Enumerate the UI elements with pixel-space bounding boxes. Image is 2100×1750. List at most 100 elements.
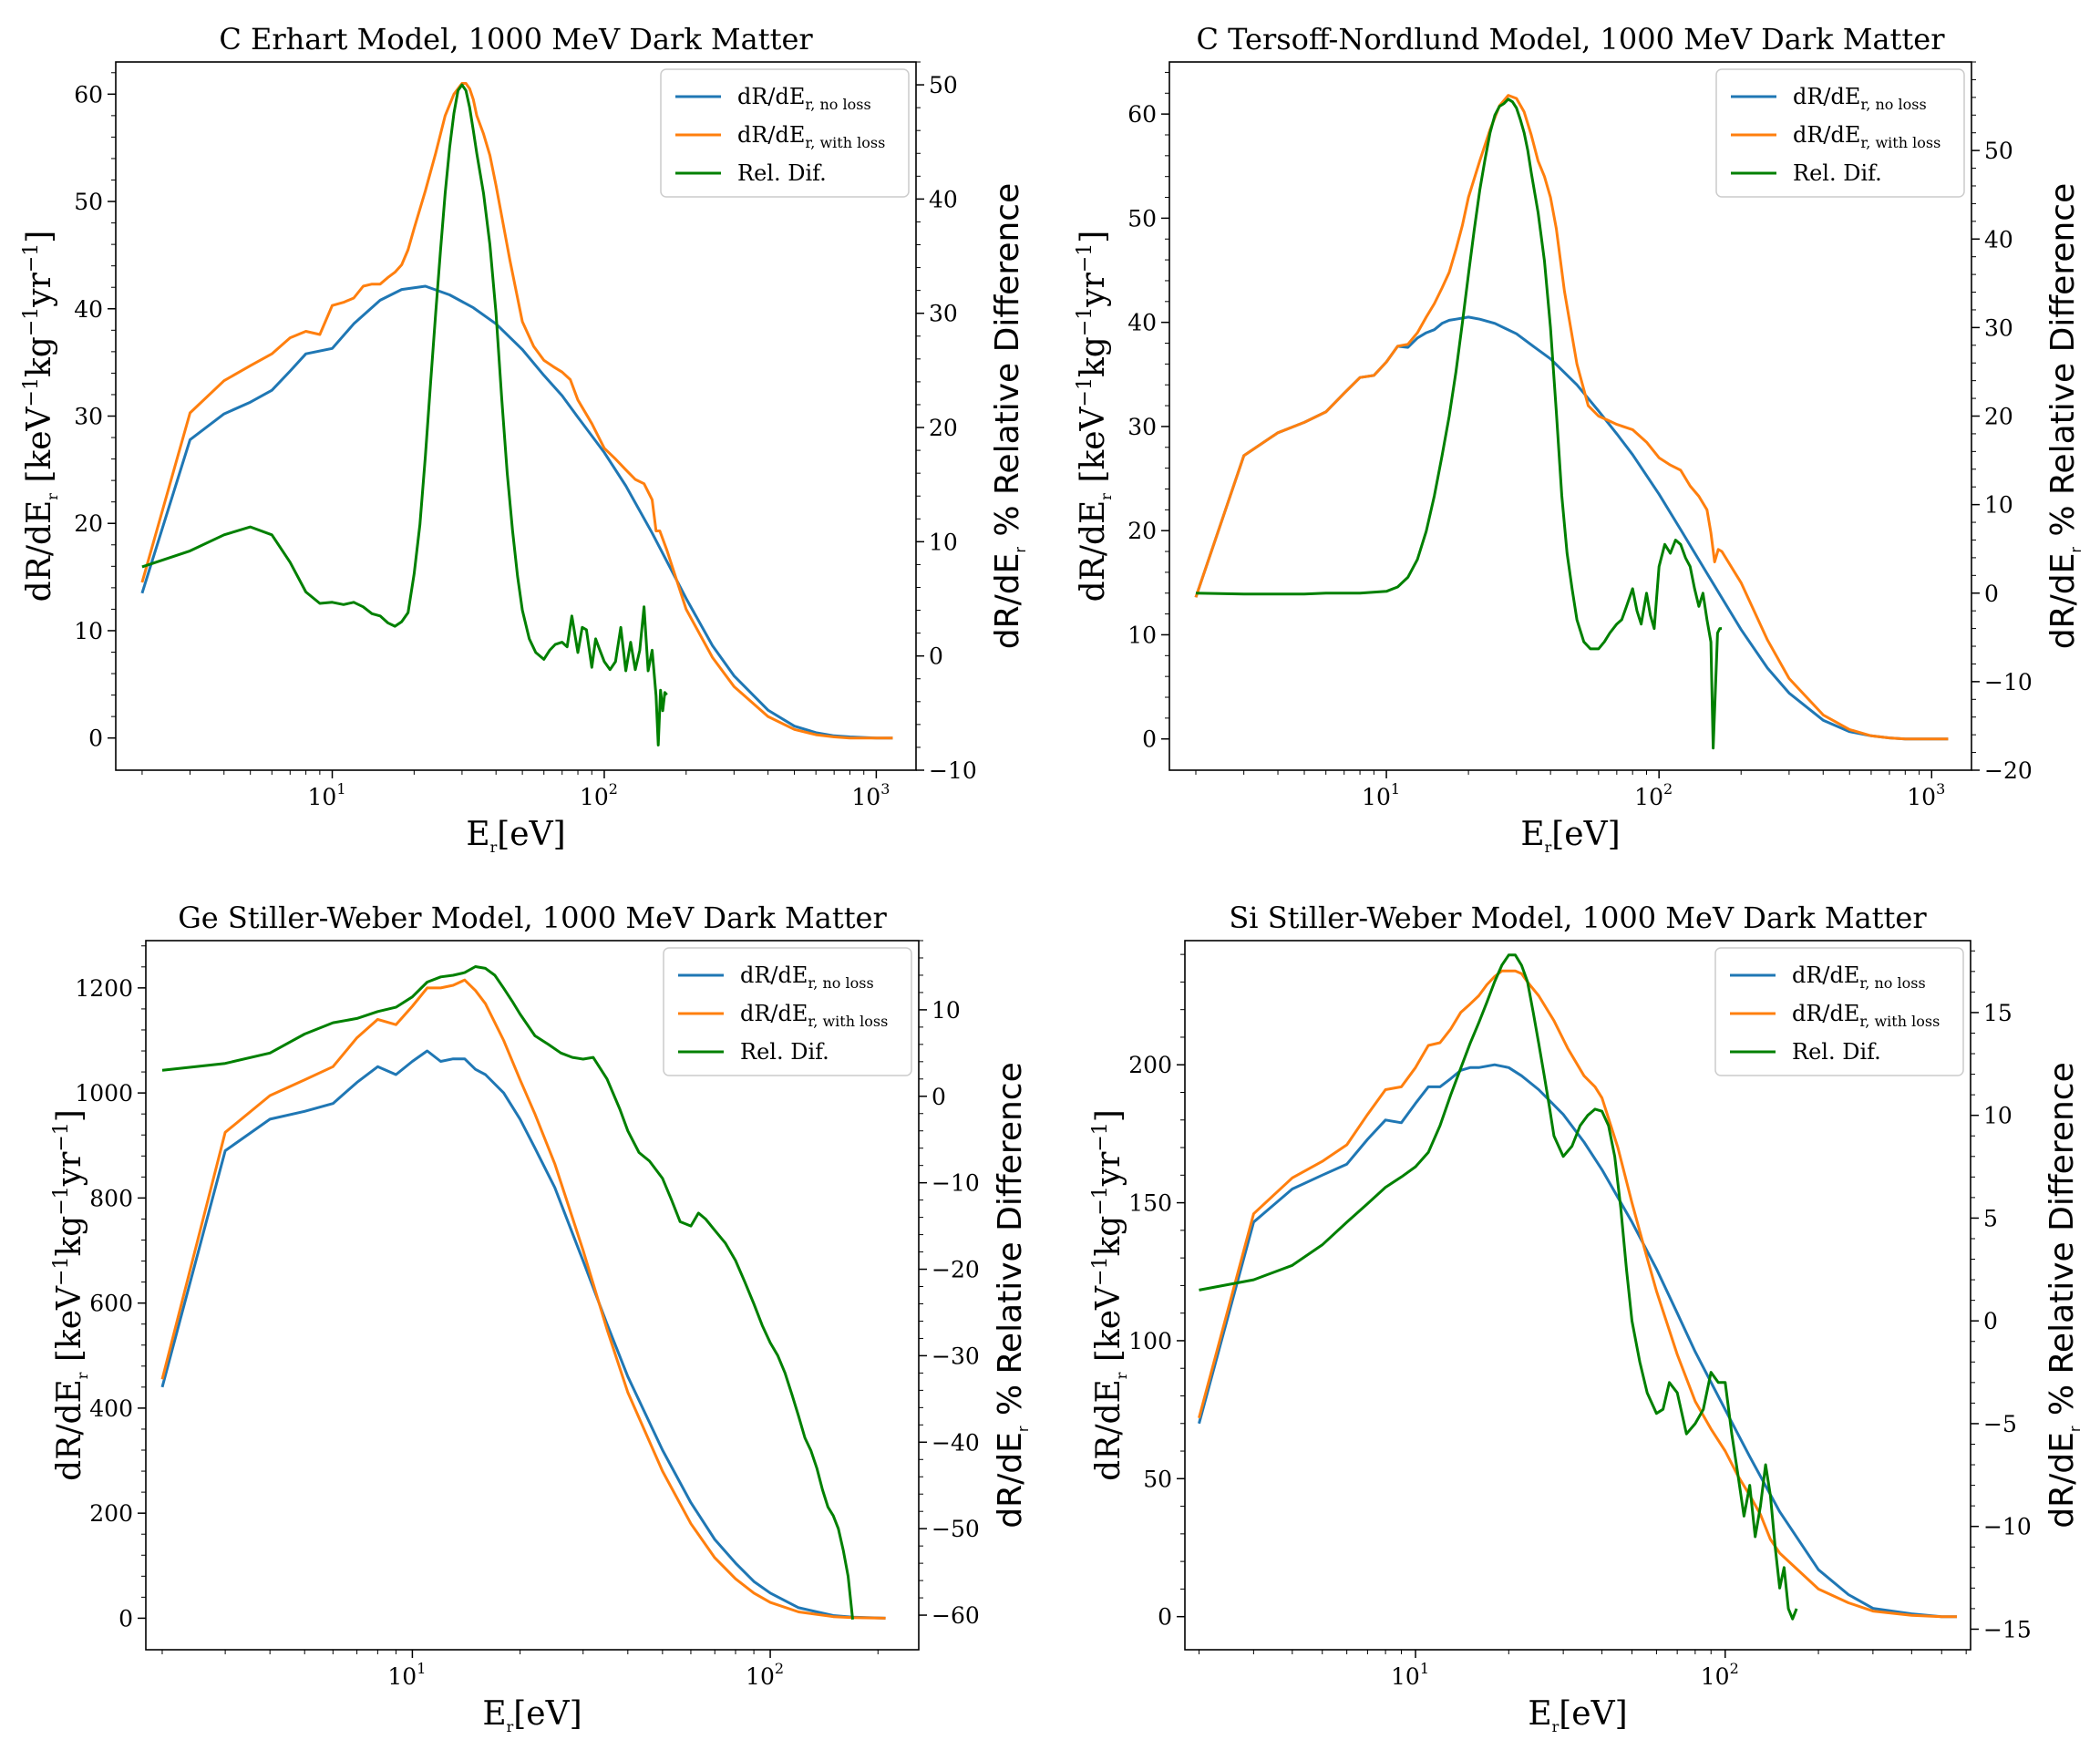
y-right-tick-label: 10 — [1984, 492, 2013, 519]
x-label-unit: [eV] — [1559, 1695, 1627, 1733]
chart-title: Si Stiller-Weber Model, 1000 MeV Dark Ma… — [1229, 901, 1927, 935]
x-tick-exp: 2 — [775, 1660, 784, 1677]
x-tick-base: 10 — [308, 784, 337, 810]
x-tick-exp: 1 — [1420, 1660, 1429, 1677]
series-rel-dif — [141, 83, 668, 746]
y-right-tick-label: 0 — [932, 1084, 946, 1110]
y-right-label-main: dR/dE — [992, 1432, 1029, 1529]
y-right-tick-label: 50 — [929, 72, 958, 98]
y-axis-label: dR/dEr [keV−1kg−1yr−1] — [50, 1109, 91, 1481]
y-right-tick-label: −10 — [932, 1170, 980, 1197]
x-label-sub: r — [1545, 839, 1552, 856]
y-right-tick-label: −20 — [932, 1257, 980, 1283]
y-right-tick-label: −5 — [1983, 1411, 2017, 1437]
x-tick-label: 101 — [387, 1660, 426, 1690]
legend-label-main: dR/dE — [737, 84, 805, 109]
y-tick-label: 10 — [1127, 622, 1157, 648]
y-right-tick-label: 5 — [1983, 1205, 1998, 1231]
y-label-unit: yr — [1075, 272, 1112, 307]
y-right-label-rest: % Relative Difference — [992, 1062, 1029, 1426]
y-label-unit: kg — [21, 336, 58, 377]
x-axis-label: Er[eV] — [466, 816, 565, 856]
y-label-exp: −1 — [1074, 377, 1096, 407]
legend-label-sub: r, with loss — [1859, 1013, 1940, 1030]
series-with-loss — [160, 978, 886, 1620]
y-label-exp: −1 — [50, 1186, 73, 1215]
y-axis-label: dR/dEr [keV−1kg−1yr−1] — [1089, 1109, 1130, 1481]
legend-label: dR/dEr, with loss — [1793, 122, 1940, 151]
y-tick-label: 0 — [118, 1605, 133, 1632]
y-label-exp: −1 — [1089, 1257, 1112, 1286]
y-right-tick-label: 30 — [1984, 314, 2013, 341]
y-tick-label: 50 — [1127, 205, 1157, 232]
legend-label-main: dR/dE — [1793, 84, 1860, 109]
y-right-tick-label: 20 — [929, 415, 958, 441]
legend-frame — [1715, 68, 1965, 198]
chart-title: C Tersoff-Nordlund Model, 1000 MeV Dark … — [1196, 22, 1945, 57]
y-tick-label: 20 — [1127, 518, 1157, 544]
legend-label-sub: r, no loss — [805, 96, 870, 113]
y-right-tick-label: 10 — [1983, 1103, 2012, 1129]
y-tick-label: 200 — [89, 1500, 133, 1527]
y-right-axis-label: dR/dEr % Relative Difference — [2043, 1062, 2084, 1528]
legend-label: dR/dEr, no loss — [737, 84, 871, 113]
x-tick-base: 10 — [1362, 784, 1391, 810]
y-tick-label: 200 — [1128, 1052, 1172, 1078]
y-right-label-sub: r — [2067, 547, 2085, 553]
legend-label-sub: r, with loss — [808, 1013, 888, 1030]
legend-label-main: dR/dE — [740, 962, 808, 988]
legend-label: dR/dEr, with loss — [740, 1001, 888, 1030]
y-label-main: dR/dE — [1075, 500, 1112, 602]
legend-label-sub: r, no loss — [1859, 974, 1925, 992]
y-label-unit: yr — [51, 1151, 88, 1187]
legend-label-main: dR/dE — [1792, 1001, 1859, 1026]
y-right-tick-label: 15 — [1983, 1000, 2012, 1026]
y-tick-label: 0 — [88, 726, 103, 752]
plot-frame — [1184, 940, 1971, 1651]
series-no-loss — [1194, 315, 1949, 741]
x-tick-exp: 2 — [609, 780, 618, 798]
y-label-unit: kg — [1075, 336, 1112, 377]
x-label-sub: r — [1552, 1718, 1560, 1735]
y-right-tick-label: −10 — [929, 757, 977, 784]
y-right-tick-label: −15 — [1983, 1616, 2032, 1642]
x-tick-exp: 2 — [1663, 780, 1673, 798]
y-label-unit: [keV — [21, 406, 58, 493]
y-tick-label: 400 — [89, 1395, 133, 1422]
x-label-main: E — [466, 816, 489, 853]
y-tick-label: 50 — [74, 189, 103, 215]
legend-label: Rel. Dif. — [737, 160, 827, 186]
y-label-unit: yr — [21, 272, 58, 307]
y-tick-label: 600 — [89, 1291, 133, 1317]
x-tick-label: 101 — [308, 780, 346, 810]
y-tick-label: 1000 — [75, 1080, 133, 1107]
y-right-tick-label: −10 — [1983, 1514, 2032, 1540]
x-tick-base: 10 — [1907, 784, 1936, 810]
x-tick-exp: 2 — [1730, 1660, 1739, 1677]
y-label-exp: −1 — [1074, 243, 1096, 273]
legend-label-main: Rel. Dif. — [737, 160, 827, 186]
y-right-tick-label: 50 — [1984, 138, 2013, 164]
y-label-exp: −1 — [50, 1257, 73, 1286]
x-tick-base: 10 — [851, 784, 880, 810]
y-right-tick-label: −60 — [932, 1602, 980, 1629]
y-right-axis-label: dR/dEr % Relative Difference — [989, 183, 1029, 649]
y-label-sub: r — [74, 1372, 91, 1379]
x-axis-label: Er[eV] — [482, 1695, 582, 1735]
y-right-tick-label: 0 — [1983, 1308, 1998, 1334]
y-right-tick-label: 30 — [929, 301, 958, 327]
y-label-unit: kg — [51, 1216, 88, 1257]
y-label-exp: −1 — [20, 307, 43, 336]
legend-label: Rel. Dif. — [1792, 1039, 1881, 1065]
y-label-sub: r — [1097, 493, 1115, 500]
y-tick-label: 1200 — [75, 975, 133, 1002]
x-label-main: E — [1520, 816, 1544, 853]
y-tick-label: 60 — [74, 81, 103, 108]
y-tick-label: 20 — [74, 510, 103, 537]
x-label-main: E — [1528, 1695, 1551, 1733]
y-label-exp: −1 — [50, 1122, 73, 1151]
y-label-sub: r — [44, 493, 61, 500]
